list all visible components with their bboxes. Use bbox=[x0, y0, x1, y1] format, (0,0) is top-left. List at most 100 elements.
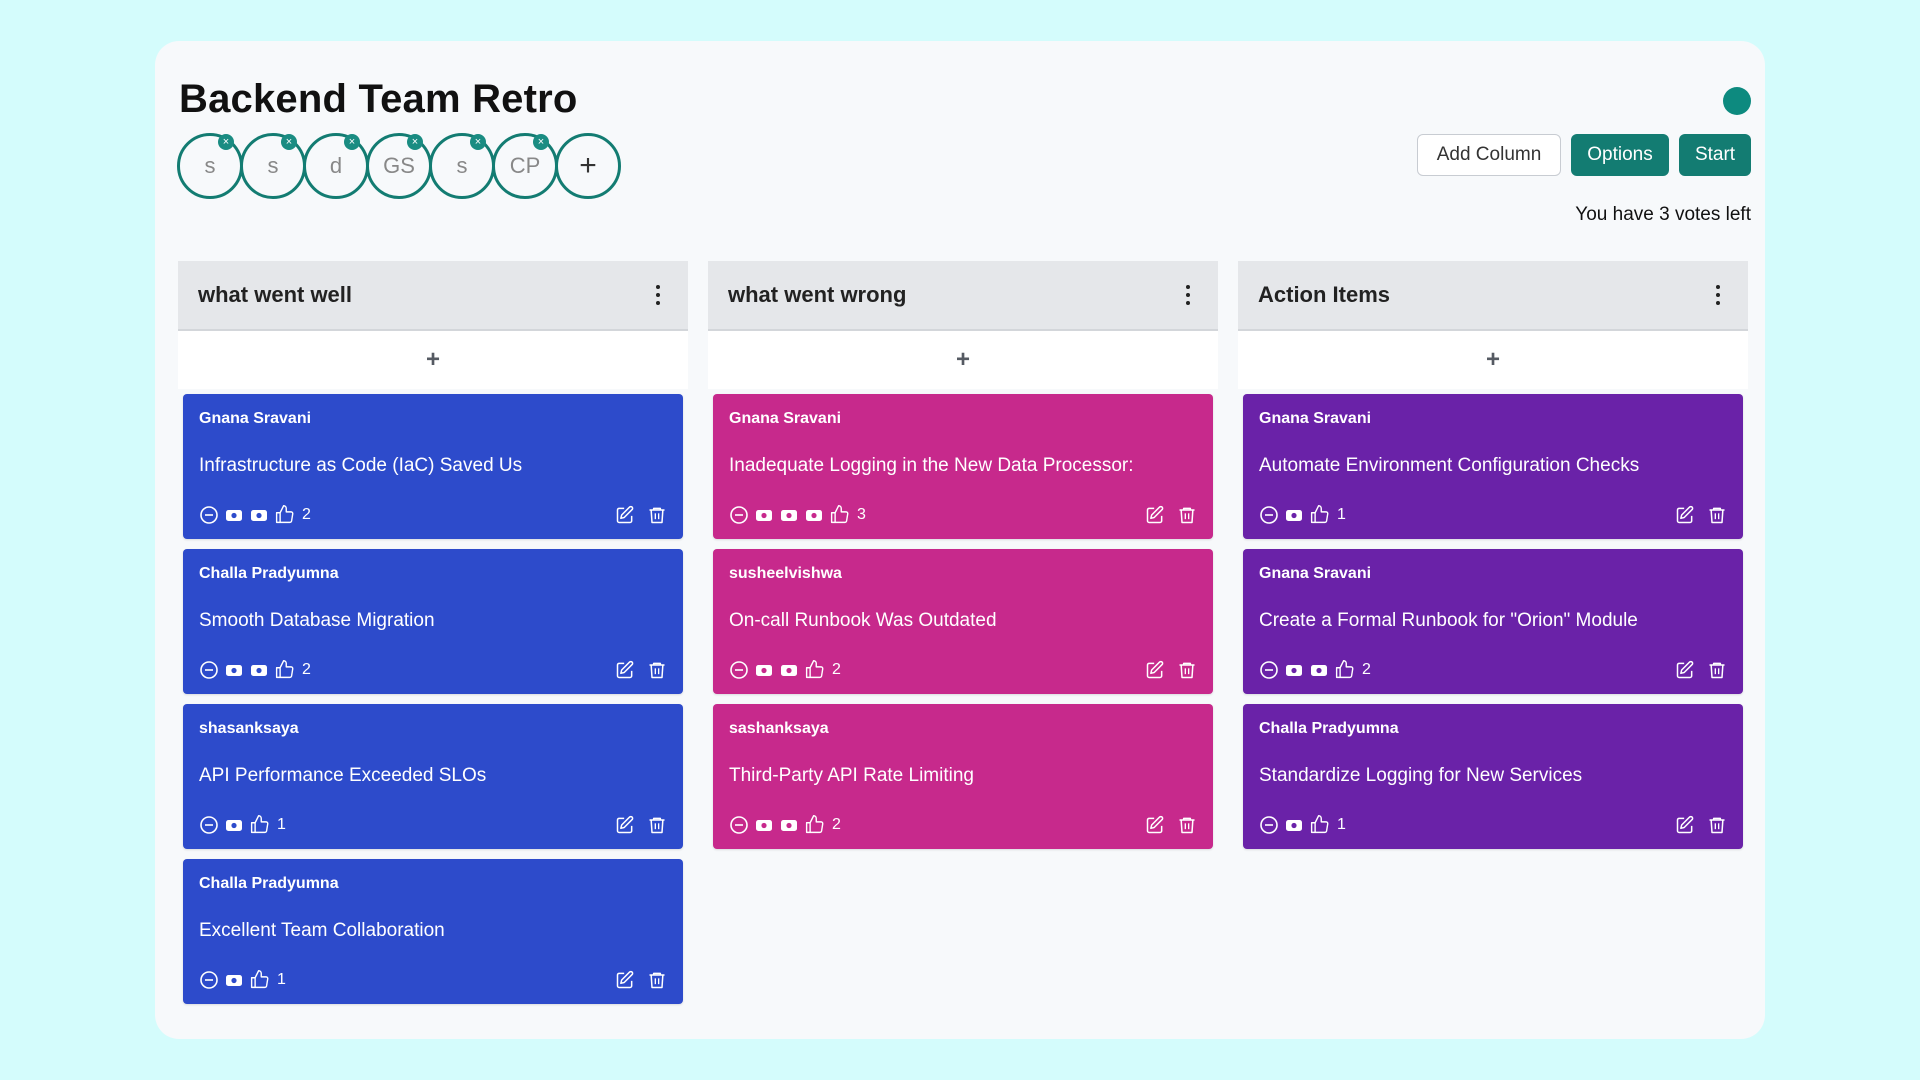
column-0: what went well + Gnana Sravani Infrastructu… bbox=[178, 261, 688, 1019]
remove-participant-icon[interactable]: × bbox=[533, 134, 549, 150]
edit-icon[interactable] bbox=[1675, 815, 1695, 835]
participant-avatar[interactable]: s × bbox=[429, 133, 495, 199]
vote-count: 2 bbox=[832, 660, 841, 678]
avatar-initials: CP bbox=[509, 153, 541, 178]
retro-card[interactable]: Gnana Sravani Infrastructure as Code (IaC… bbox=[183, 394, 683, 539]
avatar-initials: s bbox=[204, 153, 216, 178]
edit-icon[interactable] bbox=[615, 505, 635, 525]
remove-vote-icon[interactable] bbox=[729, 660, 749, 680]
remove-vote-icon[interactable] bbox=[199, 970, 219, 990]
add-participant-button[interactable]: + bbox=[555, 133, 621, 199]
card-footer: 2 bbox=[199, 659, 667, 680]
edit-icon[interactable] bbox=[1145, 660, 1165, 680]
participant-avatar[interactable]: s × bbox=[240, 133, 306, 199]
remove-vote-icon[interactable] bbox=[199, 815, 219, 835]
edit-icon[interactable] bbox=[615, 970, 635, 990]
column-title: what went well bbox=[198, 282, 353, 307]
trash-icon[interactable] bbox=[1177, 815, 1197, 835]
participant-avatar[interactable]: CP × bbox=[492, 133, 558, 199]
thumbs-up-icon[interactable] bbox=[804, 814, 825, 835]
retro-card[interactable]: Gnana Sravani Inadequate Logging in the N… bbox=[713, 394, 1213, 539]
remove-vote-icon[interactable] bbox=[1259, 505, 1279, 525]
remove-vote-icon[interactable] bbox=[199, 660, 219, 680]
thumbs-up-icon[interactable] bbox=[1309, 504, 1330, 525]
vote-count: 2 bbox=[302, 660, 311, 678]
retro-card[interactable]: Gnana Sravani Create a Formal Runbook for… bbox=[1243, 549, 1743, 694]
remove-participant-icon[interactable]: × bbox=[218, 134, 234, 150]
remove-vote-icon[interactable] bbox=[199, 505, 219, 525]
options-button[interactable]: Options bbox=[1571, 134, 1669, 176]
vote-count: 1 bbox=[1337, 815, 1346, 833]
column-header: what went well bbox=[178, 261, 688, 331]
remove-participant-icon[interactable]: × bbox=[281, 134, 297, 150]
thumbs-up-icon[interactable] bbox=[804, 659, 825, 680]
participant-avatar[interactable]: GS × bbox=[366, 133, 432, 199]
vote-token-icon bbox=[779, 815, 799, 835]
avatar-initials: s bbox=[456, 153, 468, 178]
remove-vote-icon[interactable] bbox=[1259, 660, 1279, 680]
thumbs-up-icon[interactable] bbox=[249, 969, 270, 990]
vote-token-icon bbox=[1284, 505, 1304, 525]
retro-card[interactable]: Challa Pradyumna Excellent Team Collabora… bbox=[183, 859, 683, 1004]
thumbs-up-icon[interactable] bbox=[1309, 814, 1330, 835]
thumbs-up-icon[interactable] bbox=[829, 504, 850, 525]
add-card-button[interactable]: + bbox=[708, 331, 1218, 389]
trash-icon[interactable] bbox=[1707, 815, 1727, 835]
card-footer: 1 bbox=[1259, 814, 1727, 835]
column-header: Action Items bbox=[1238, 261, 1748, 331]
edit-icon[interactable] bbox=[1145, 505, 1165, 525]
remove-participant-icon[interactable]: × bbox=[407, 134, 423, 150]
edit-icon[interactable] bbox=[615, 660, 635, 680]
column-menu-icon[interactable] bbox=[1708, 280, 1728, 310]
thumbs-up-icon[interactable] bbox=[249, 814, 270, 835]
remove-participant-icon[interactable]: × bbox=[344, 134, 360, 150]
edit-icon[interactable] bbox=[1675, 660, 1695, 680]
card-actions bbox=[615, 660, 667, 680]
remove-participant-icon[interactable]: × bbox=[470, 134, 486, 150]
edit-icon[interactable] bbox=[1675, 505, 1695, 525]
thumbs-up-icon[interactable] bbox=[274, 659, 295, 680]
thumbs-up-icon[interactable] bbox=[1334, 659, 1355, 680]
trash-icon[interactable] bbox=[1707, 660, 1727, 680]
retro-card[interactable]: susheelvishwa On-call Runbook Was Outdate… bbox=[713, 549, 1213, 694]
trash-icon[interactable] bbox=[647, 660, 667, 680]
trash-icon[interactable] bbox=[647, 505, 667, 525]
thumbs-up-icon[interactable] bbox=[274, 504, 295, 525]
remove-vote-icon[interactable] bbox=[729, 505, 749, 525]
trash-icon[interactable] bbox=[1177, 505, 1197, 525]
avatar-initials: d bbox=[329, 153, 343, 178]
trash-icon[interactable] bbox=[1707, 505, 1727, 525]
retro-card[interactable]: Challa Pradyumna Smooth Database Migratio… bbox=[183, 549, 683, 694]
page-title: Backend Team Retro bbox=[179, 77, 578, 121]
add-card-button[interactable]: + bbox=[178, 331, 688, 389]
participant-avatar[interactable]: s × bbox=[177, 133, 243, 199]
vote-count: 1 bbox=[277, 815, 286, 833]
vote-controls: 1 bbox=[199, 969, 286, 990]
trash-icon[interactable] bbox=[1177, 660, 1197, 680]
edit-icon[interactable] bbox=[615, 815, 635, 835]
retro-card[interactable]: shasanksaya API Performance Exceeded SLOs… bbox=[183, 704, 683, 849]
trash-icon[interactable] bbox=[647, 815, 667, 835]
column-menu-icon[interactable] bbox=[1178, 280, 1198, 310]
retro-card[interactable]: sashanksaya Third-Party API Rate Limiting… bbox=[713, 704, 1213, 849]
card-actions bbox=[615, 505, 667, 525]
column-menu-icon[interactable] bbox=[648, 280, 668, 310]
participant-avatar[interactable]: d × bbox=[303, 133, 369, 199]
card-author: sashanksaya bbox=[729, 720, 829, 737]
avatar-initials: GS bbox=[383, 153, 415, 178]
vote-token-icon bbox=[804, 505, 824, 525]
status-indicator bbox=[1723, 87, 1751, 115]
add-column-button[interactable]: Add Column bbox=[1417, 134, 1561, 176]
edit-icon[interactable] bbox=[1145, 815, 1165, 835]
card-text: Third-Party API Rate Limiting bbox=[729, 765, 974, 786]
trash-icon[interactable] bbox=[647, 970, 667, 990]
vote-count: 2 bbox=[832, 815, 841, 833]
start-button[interactable]: Start bbox=[1679, 134, 1751, 176]
card-list: Gnana Sravani Inadequate Logging in the N… bbox=[708, 389, 1218, 864]
remove-vote-icon[interactable] bbox=[1259, 815, 1279, 835]
retro-card[interactable]: Gnana Sravani Automate Environment Config… bbox=[1243, 394, 1743, 539]
remove-vote-icon[interactable] bbox=[729, 815, 749, 835]
retro-card[interactable]: Challa Pradyumna Standardize Logging for … bbox=[1243, 704, 1743, 849]
votes-left-text: You have 3 votes left bbox=[1575, 204, 1751, 225]
add-card-button[interactable]: + bbox=[1238, 331, 1748, 389]
